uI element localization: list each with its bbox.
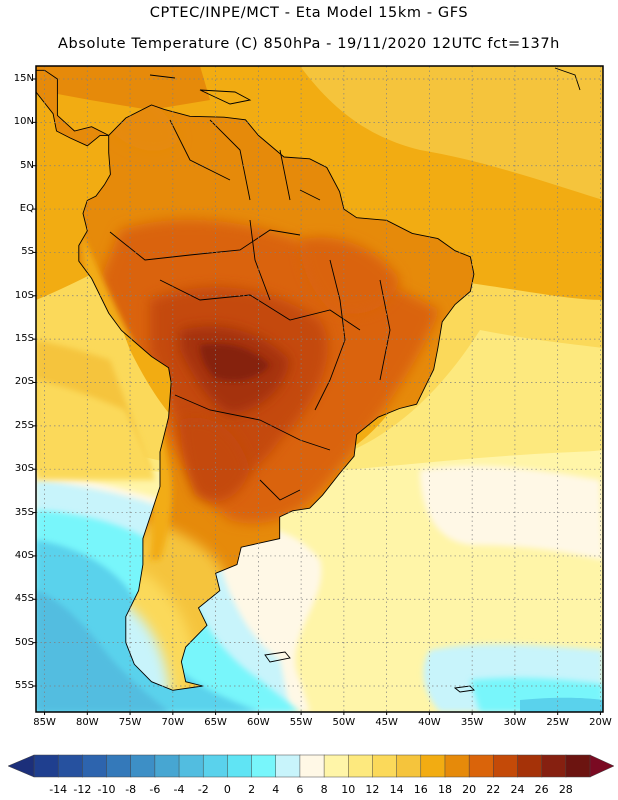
lat-label: 45S — [14, 593, 34, 605]
colorbar-label: 16 — [413, 783, 428, 796]
lon-label: 70W — [161, 717, 185, 728]
lon-label: 85W — [33, 717, 56, 728]
colorbar-label: 10 — [341, 783, 356, 796]
colorbar-swatch — [178, 754, 204, 778]
colorbar-label: 26 — [534, 783, 549, 796]
colorbar-label: 2 — [248, 783, 256, 796]
lat-label: 50S — [14, 636, 34, 648]
temperature-field — [36, 66, 603, 712]
colorbar-swatch — [444, 754, 470, 778]
colorbar-label: 0 — [223, 783, 231, 796]
lat-label: 10S — [14, 289, 34, 301]
lat-label: 10N — [13, 116, 34, 128]
border-lines — [109, 229, 301, 261]
colorbar-swatch — [420, 754, 446, 778]
colorbar-label: -12 — [73, 783, 92, 796]
colorbar-swatch — [348, 754, 373, 778]
lat-label: 25S — [14, 419, 34, 431]
colorbar-swatch — [106, 754, 132, 778]
colorbar-min-arrow — [7, 754, 35, 778]
colorbar-swatch — [396, 754, 422, 778]
colorbar-label: -10 — [97, 783, 116, 796]
colorbar-swatch — [372, 754, 398, 778]
colorbar-label: 12 — [365, 783, 380, 796]
lat-label: 5S — [21, 246, 34, 258]
lon-label: 50W — [332, 717, 356, 728]
lat-label: 20S — [14, 376, 34, 388]
axis-ticks — [33, 78, 601, 715]
colorbar-label: -2 — [197, 783, 209, 796]
colorbar-swatch — [468, 754, 494, 778]
colorbar-swatch — [154, 754, 180, 778]
colorbar-label: 24 — [510, 783, 525, 796]
colorbar-swatch — [82, 754, 108, 778]
colorbar-label: -8 — [125, 783, 137, 796]
lon-label: 25W — [546, 717, 569, 728]
colorbar-swatch — [517, 754, 543, 778]
graticule — [36, 66, 603, 712]
colorbar-label: 14 — [389, 783, 404, 796]
lon-label: 55W — [289, 717, 313, 728]
colorbar-label: 22 — [486, 783, 501, 796]
lat-label: 30S — [14, 463, 34, 475]
lon-label: 45W — [375, 717, 398, 728]
lon-label: 60W — [247, 717, 270, 728]
colorbar-swatch — [323, 754, 349, 778]
colorbar-label: 4 — [272, 783, 280, 796]
colorbar-swatch — [33, 754, 59, 778]
colorbar-swatch — [299, 754, 325, 778]
colorbar-swatch — [57, 754, 83, 778]
lon-label: 40W — [418, 717, 441, 728]
colorbar-swatch — [202, 754, 228, 778]
lon-label: 30W — [503, 717, 527, 728]
lat-label: EQ — [19, 203, 34, 215]
colorbar-swatch — [227, 754, 253, 778]
colorbar-label: 20 — [462, 783, 477, 796]
lat-label: 5N — [20, 159, 34, 171]
lat-label: 55S — [14, 679, 34, 691]
colorbar-label: -6 — [149, 783, 161, 796]
colorbar-label: 18 — [437, 783, 452, 796]
colorbar-swatch — [541, 754, 567, 778]
lon-label: 80W — [75, 717, 99, 728]
map-title: CPTEC/INPE/MCT - Eta Model 15km - GFS — [149, 5, 469, 21]
colorbar-swatch — [565, 754, 591, 778]
colorbar-label: 6 — [296, 783, 304, 796]
map-subtitle: Absolute Temperature (C) 850hPa - 19/11/… — [58, 36, 560, 52]
colorbar-swatch — [130, 754, 156, 778]
colorbar-label: -14 — [49, 783, 68, 796]
colorbar-label: 8 — [320, 783, 328, 796]
lon-label: 35W — [460, 717, 484, 728]
colorbar-label: -4 — [173, 783, 185, 796]
lon-label: 20W — [589, 717, 612, 728]
colorbar-max-arrow — [589, 754, 615, 778]
colorbar — [7, 754, 615, 778]
lat-label: 15S — [14, 333, 34, 345]
map-frame — [35, 65, 604, 713]
lat-label: 35S — [14, 506, 34, 518]
colorbar-swatch — [493, 754, 519, 778]
colorbar-swatch — [275, 754, 301, 778]
lon-label: 75W — [118, 717, 142, 728]
colorbar-label: 28 — [558, 783, 573, 796]
lon-label: 65W — [204, 717, 227, 728]
lat-label: 15N — [13, 73, 34, 84]
colorbar-swatch — [251, 754, 277, 778]
lat-label: 40S — [14, 549, 34, 561]
